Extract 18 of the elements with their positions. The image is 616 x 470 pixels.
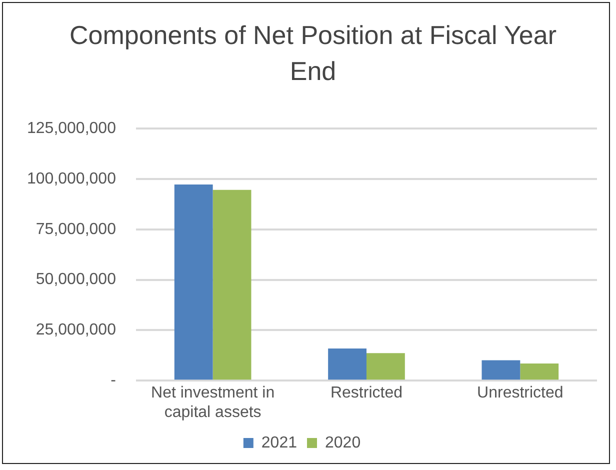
x-tick-label: Restricted (330, 384, 403, 402)
y-tick-label: - (110, 372, 116, 390)
y-tick-label: 75,000,000 (36, 220, 116, 238)
bar (520, 363, 559, 380)
y-tick-label: 25,000,000 (36, 322, 116, 339)
bar (212, 190, 252, 380)
bar (366, 353, 405, 380)
x-tick-label: Net investment in capital assets (151, 384, 275, 421)
y-tick-label: 125,000,000 (26, 120, 116, 138)
x-tick-label: Unrestricted (477, 384, 564, 402)
chart-title: Components of Net Position at Fiscal Year End (68, 19, 558, 88)
bar (482, 360, 520, 380)
legend-label: 2021 (261, 434, 298, 452)
bar (174, 184, 213, 380)
y-tick-label: 50,000,000 (36, 271, 116, 288)
bar (328, 348, 366, 380)
legend-label: 2020 (325, 434, 361, 452)
y-tick-label: 100,000,000 (26, 170, 116, 188)
